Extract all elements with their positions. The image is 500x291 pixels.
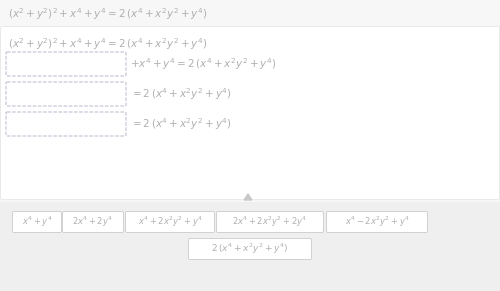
Text: $x^4 - 2x^2y^2 + y^4$: $x^4 - 2x^2y^2 + y^4$	[344, 215, 410, 229]
Polygon shape	[244, 194, 252, 200]
Text: $(x^2 + y^2)^2 + x^4 + y^4 = 2\,(x^4 + x^2y^2 + y^4)$: $(x^2 + y^2)^2 + x^4 + y^4 = 2\,(x^4 + x…	[8, 36, 207, 52]
FancyBboxPatch shape	[188, 239, 312, 260]
Text: $= 2\,(x^4 + x^2y^2 + y^4)$: $= 2\,(x^4 + x^2y^2 + y^4)$	[130, 116, 232, 132]
FancyBboxPatch shape	[6, 112, 126, 136]
Text: $2x^4 + 2x^2y^2 + 2y^4$: $2x^4 + 2x^2y^2 + 2y^4$	[232, 215, 308, 229]
FancyBboxPatch shape	[0, 202, 500, 291]
FancyBboxPatch shape	[0, 26, 500, 200]
FancyBboxPatch shape	[216, 212, 324, 233]
Text: $2x^4 + 2y^4$: $2x^4 + 2y^4$	[72, 215, 114, 229]
FancyBboxPatch shape	[6, 82, 126, 106]
FancyBboxPatch shape	[62, 212, 124, 233]
Text: $= 2\,(x^4 + x^2y^2 + y^4)$: $= 2\,(x^4 + x^2y^2 + y^4)$	[130, 86, 232, 102]
Text: $+x^4 + y^4 = 2\,(x^4 + x^2y^2 + y^4)$: $+x^4 + y^4 = 2\,(x^4 + x^2y^2 + y^4)$	[130, 56, 276, 72]
FancyBboxPatch shape	[126, 212, 214, 233]
FancyBboxPatch shape	[6, 52, 126, 76]
FancyBboxPatch shape	[12, 212, 62, 233]
Text: $2\,(x^4 + x^2y^2 + y^4)$: $2\,(x^4 + x^2y^2 + y^4)$	[212, 242, 288, 256]
Text: $x^4 + y^4$: $x^4 + y^4$	[22, 215, 52, 229]
FancyBboxPatch shape	[326, 212, 428, 233]
Text: $(x^2 + y^2)^2 + x^4 + y^4 = 2\,(x^4 + x^2y^2 + y^4)$: $(x^2 + y^2)^2 + x^4 + y^4 = 2\,(x^4 + x…	[8, 6, 207, 22]
Text: $x^4 + 2x^2y^2 + y^4$: $x^4 + 2x^2y^2 + y^4$	[138, 215, 202, 229]
